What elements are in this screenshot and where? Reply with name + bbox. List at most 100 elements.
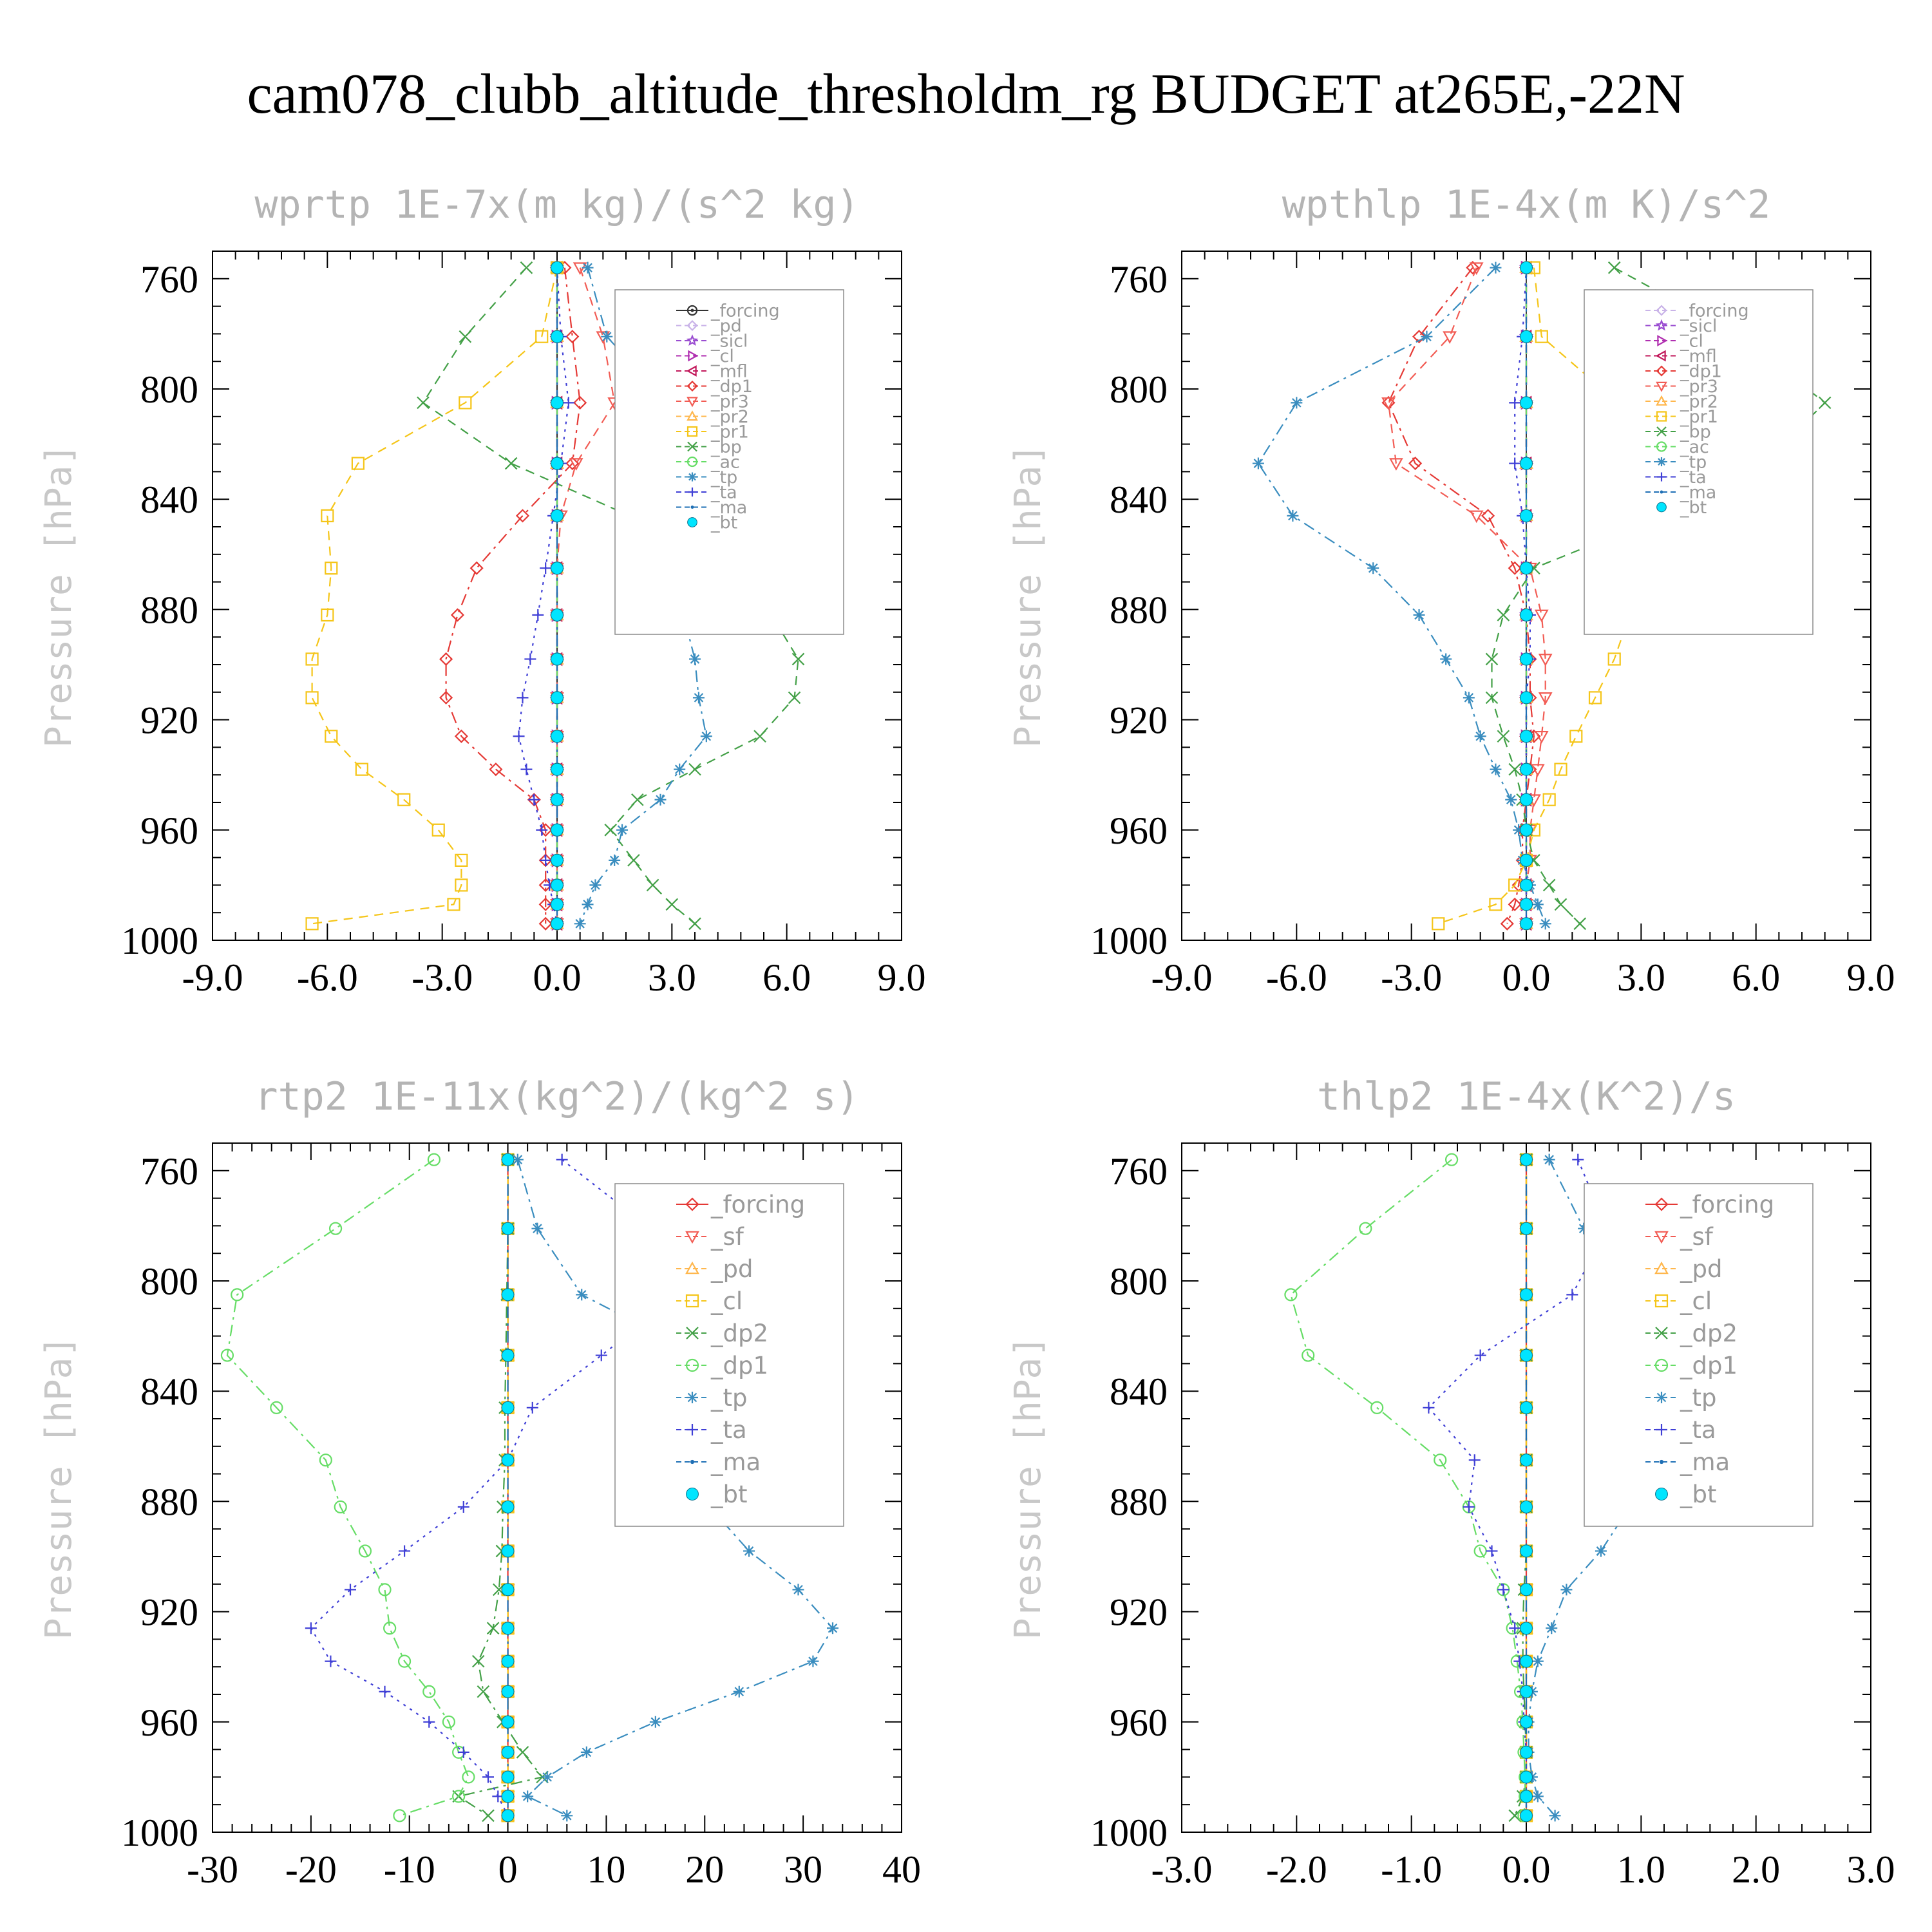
legend-item: _ac [676,452,740,472]
legend-marker [1660,490,1663,494]
series-pr1-point [305,917,319,931]
series-bt-point [551,853,564,867]
legend-marker [1654,1197,1669,1211]
legend-marker [1655,319,1668,331]
series-bp-point [1508,762,1521,776]
legend-label: _dp2 [1680,1320,1738,1347]
series-ta-point [524,653,536,665]
series-ta-point [1486,1545,1498,1557]
legend-item: _tp [1645,452,1707,472]
panel-title: rtp2 1E-11x(kg^2)/(kg^2 s) [254,1074,859,1119]
series-bt-point [551,509,564,522]
series-dp1-point [1508,561,1522,575]
legend-marker [687,441,697,452]
series-ta-point [528,793,540,806]
x-tick-label: 6.0 [1732,956,1780,999]
legend-marker [687,380,698,392]
legend-label: _pr1 [710,422,749,442]
series-pr3-point [1443,331,1457,344]
series-tp-point [576,1289,588,1301]
series-dp1 [220,1153,475,1823]
series-ta-point [1572,1153,1584,1166]
series-tp-point [616,824,629,836]
legend-marker [685,1261,699,1274]
legend-item: _sf [1645,1223,1714,1251]
legend-marker [1656,365,1667,377]
series-dp1-point [1500,916,1514,931]
legend-label: _forcing [1680,301,1749,321]
series-bt-point [1520,652,1533,666]
legend-item: _ma [676,1448,761,1476]
chart-panel-1: wprtp 1E-7x(m kg)/(s^2 kg) Pressure [hPa]… [38,182,926,999]
legend-label: _bt [1680,1481,1717,1508]
y-tick-label: 840 [140,478,198,521]
legend-item: _pr3 [676,392,749,412]
series-ta-point [1463,1501,1475,1513]
series-dp1-point [319,1454,332,1467]
y-tick-label: 880 [140,589,198,631]
series-dp1-point [220,1349,234,1362]
y-tick-label: 840 [1110,1370,1168,1413]
series-bp-point [504,457,518,470]
legend-label: _dp1 [1680,361,1722,381]
legend-label: _sicl [710,331,748,351]
y-tick-label: 920 [1110,699,1168,742]
series-ta-point [457,1501,469,1513]
legend-item: _forcing [676,301,780,321]
legend-marker [685,1294,699,1308]
y-tick-label: 840 [1110,478,1168,521]
legend-item: _dp2 [676,1320,768,1347]
legend-label: _pr1 [1680,407,1718,427]
series-tp-point [531,1222,544,1235]
series-dp1-point [358,1544,372,1558]
legend-box [614,1183,844,1527]
legend-marker [1656,411,1667,422]
plot-frame [212,1142,902,1833]
legend-item: _sf [676,1223,744,1251]
legend-item: _ma [676,498,747,518]
legend: _forcing _sf _pd _cl _dp2 _dp1 _tp _ta _ma _bt [1584,1183,1814,1527]
x-tick-label: 3.0 [1617,956,1665,999]
y-tick-label: 880 [140,1481,198,1523]
series-tp-point [1549,1810,1561,1822]
legend-label: _bp [1680,422,1711,442]
legend-label: _cl [1680,331,1703,351]
legend-item: _pr3 [1645,377,1718,397]
series-bt-point [551,823,564,837]
legend-label: _cl [710,346,734,366]
series-bp-point [665,898,679,911]
series-bt-point [501,1715,515,1728]
series-bt-point [1520,1222,1533,1235]
x-tick-label: 20 [685,1848,724,1891]
legend-label: _pr2 [710,407,749,427]
legend-label: _bt [1680,498,1707,518]
series-bt-point [1520,1583,1533,1596]
series-pr3-point [1381,397,1396,410]
series-bt-point [501,1288,515,1302]
series-pr1-point [455,853,468,867]
series-dp1-point [1284,1288,1298,1302]
series-bt-point [551,609,564,621]
series-pr3-point [1530,764,1545,777]
series-tp-point [1421,330,1433,343]
series-tp-point [700,730,712,743]
series-bp-point [1497,609,1510,621]
x-tick-label: -20 [285,1848,337,1891]
series-ta-point [1474,1349,1486,1361]
series-pr1-line [311,267,558,925]
series-dp1-line [1290,1159,1526,1816]
series-bp-point [646,878,659,892]
legend-marker [1656,395,1667,406]
series-dp1-point [538,897,553,911]
x-tick-label: 0.0 [1502,1848,1551,1891]
series-bt-point [551,691,564,705]
legend-item: _ta [676,482,737,502]
x-tick-label: 1.0 [1617,1848,1665,1891]
legend-label: _forcing [710,301,780,321]
series-ta-point [1509,397,1521,409]
series-bt-point [1520,853,1533,867]
series-ta-point [532,609,544,621]
y-tick-label: 800 [1110,368,1168,411]
legend-label: _ma [1680,1448,1730,1476]
series-tp-point [1367,562,1379,574]
